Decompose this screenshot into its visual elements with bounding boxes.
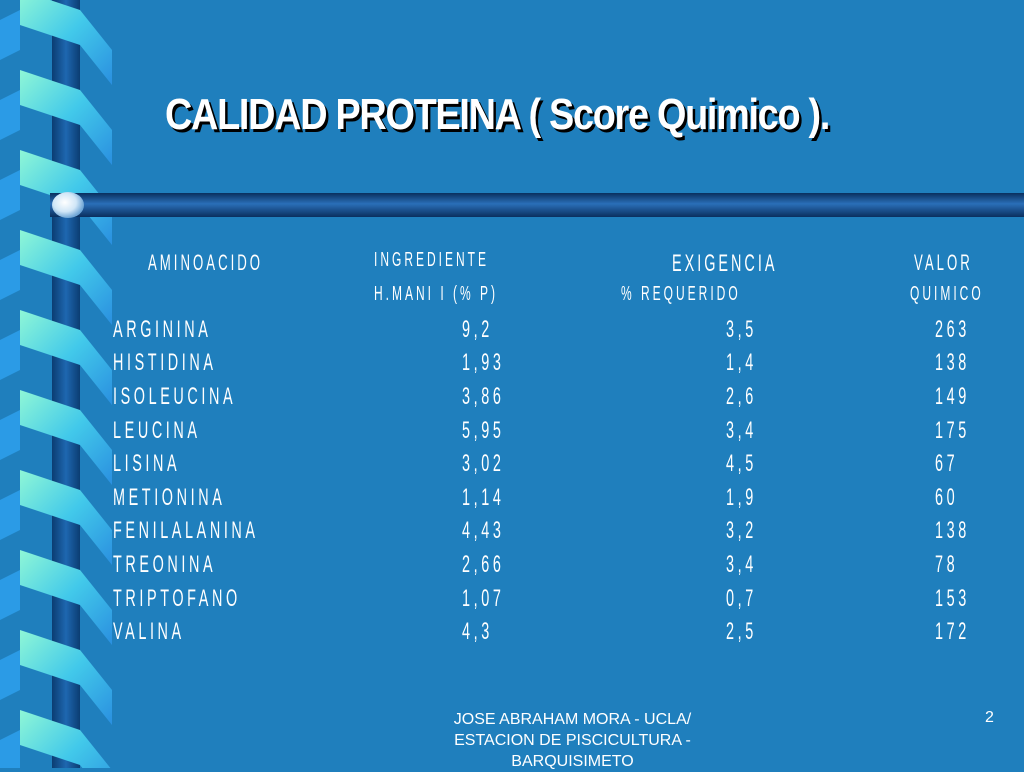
cell-ingrediente: 4,3 (462, 618, 493, 645)
page-number: 2 (985, 709, 994, 726)
ribbon-segment (20, 230, 112, 325)
header-aminoacido: AMINOACIDO (148, 250, 264, 275)
ribbon-segment (20, 630, 112, 725)
ribbon-fold (0, 170, 20, 220)
ribbon-fold (0, 330, 20, 380)
header-valor-sub: QUIMICO (910, 283, 984, 305)
cell-ingrediente: 1,93 (462, 349, 505, 376)
cell-valor: 172 (935, 618, 970, 645)
cell-aminoacido: ARGININA (113, 316, 212, 343)
cell-valor: 149 (935, 383, 970, 410)
ribbon-segment (20, 0, 112, 85)
footer-line-3: BARQUISIMETO (511, 753, 634, 770)
cell-exigencia: 1,4 (726, 349, 757, 376)
cell-ingrediente: 3,02 (462, 450, 505, 477)
cell-exigencia: 3,5 (726, 316, 757, 343)
ribbon-fold (0, 570, 20, 620)
slide-title: CALIDAD PROTEINA ( Score Quimico ). (165, 90, 830, 139)
cell-exigencia: 2,6 (726, 383, 757, 410)
cell-exigencia: 3,2 (726, 517, 757, 544)
header-ingrediente: INGREDIENTE (374, 249, 490, 271)
cell-valor: 153 (935, 585, 970, 612)
footer-line-1: JOSE ABRAHAM MORA - UCLA/ (453, 711, 692, 728)
ribbon-segment (20, 390, 112, 485)
ribbon-fold (0, 10, 20, 60)
cell-ingrediente: 3,86 (462, 383, 505, 410)
ribbon-segment (20, 550, 112, 645)
footer-line-2: ESTACION DE PISCICULTURA - (454, 732, 691, 749)
header-exigencia-sub: % REQUERIDO (621, 283, 741, 305)
footer-author: JOSE ABRAHAM MORA - UCLA/ ESTACION DE PI… (400, 709, 745, 772)
header-ingrediente-sub: H.MANI I (% P) (374, 283, 499, 305)
cell-valor: 138 (935, 517, 970, 544)
ribbon-fold (0, 250, 20, 300)
ribbon-segment (20, 470, 112, 565)
cell-valor: 67 (935, 450, 959, 477)
cell-aminoacido: HISTIDINA (113, 349, 217, 376)
cell-aminoacido: TREONINA (113, 551, 217, 578)
ribbon-segment (20, 710, 111, 768)
cell-aminoacido: LEUCINA (113, 417, 201, 444)
cell-ingrediente: 2,66 (462, 551, 505, 578)
cell-valor: 263 (935, 316, 970, 343)
ribbon-fold (0, 730, 20, 768)
cell-valor: 78 (935, 551, 959, 578)
cell-ingrediente: 1,07 (462, 585, 505, 612)
cell-ingrediente: 5,95 (462, 417, 505, 444)
header-exigencia: EXIGENCIA (672, 250, 778, 277)
header-valor: VALOR (914, 250, 973, 275)
ribbon-fold (0, 90, 20, 140)
cell-aminoacido: METIONINA (113, 484, 226, 511)
cell-aminoacido: TRIPTOFANO (113, 585, 241, 612)
ribbon-fold (0, 650, 20, 700)
cell-exigencia: 3,4 (726, 417, 757, 444)
cell-aminoacido: LISINA (113, 450, 181, 477)
ribbon-segment (20, 310, 112, 405)
cell-ingrediente: 9,2 (462, 316, 493, 343)
ribbon-fold (0, 490, 20, 540)
cell-valor: 138 (935, 349, 970, 376)
cell-aminoacido: ISOLEUCINA (113, 383, 237, 410)
cell-valor: 175 (935, 417, 970, 444)
cell-exigencia: 1,9 (726, 484, 757, 511)
cell-valor: 60 (935, 484, 959, 511)
cell-aminoacido: FENILALANINA (113, 517, 259, 544)
cell-exigencia: 2,5 (726, 618, 757, 645)
title-divider-bar (50, 192, 1024, 218)
cell-exigencia: 0,7 (726, 585, 757, 612)
decorative-ribbon (0, 0, 112, 768)
cell-exigencia: 4,5 (726, 450, 757, 477)
cell-aminoacido: VALINA (113, 618, 185, 645)
ribbon-fold (0, 410, 20, 460)
cell-ingrediente: 4,43 (462, 517, 505, 544)
ribbon-segment (20, 70, 112, 165)
cell-exigencia: 3,4 (726, 551, 757, 578)
cell-ingrediente: 1,14 (462, 484, 505, 511)
